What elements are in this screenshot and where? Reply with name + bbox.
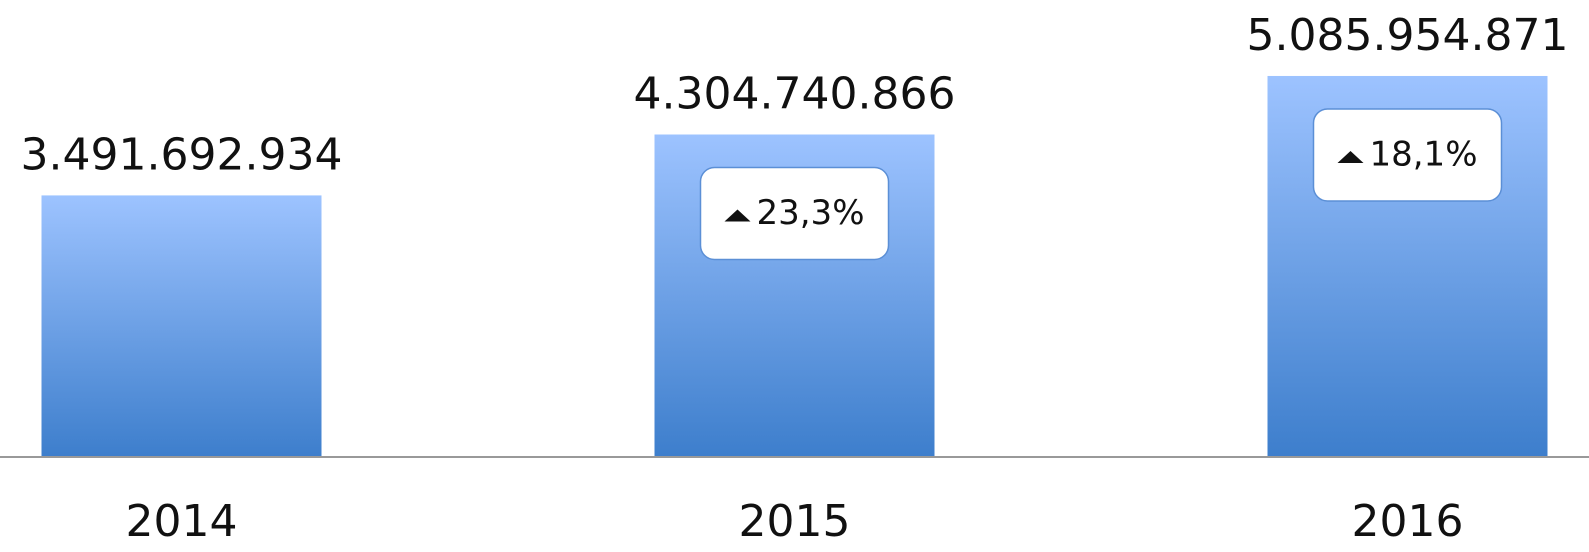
- value-label: 5.085.954.871: [1247, 10, 1569, 61]
- value-label: 4.304.740.866: [634, 68, 956, 119]
- growth-label: 18,1%: [1369, 134, 1477, 174]
- x-tick-label: 2016: [1352, 496, 1464, 547]
- bar: [41, 195, 322, 457]
- x-tick-label: 2015: [739, 496, 851, 547]
- value-label: 3.491.692.934: [21, 129, 343, 180]
- growth-box: [1312, 108, 1503, 202]
- growth-label: 23,3%: [756, 193, 864, 233]
- growth-box: [699, 166, 890, 261]
- x-tick-label: 2014: [126, 496, 238, 547]
- up-triangle: [724, 209, 751, 222]
- up-triangle: [1337, 150, 1364, 163]
